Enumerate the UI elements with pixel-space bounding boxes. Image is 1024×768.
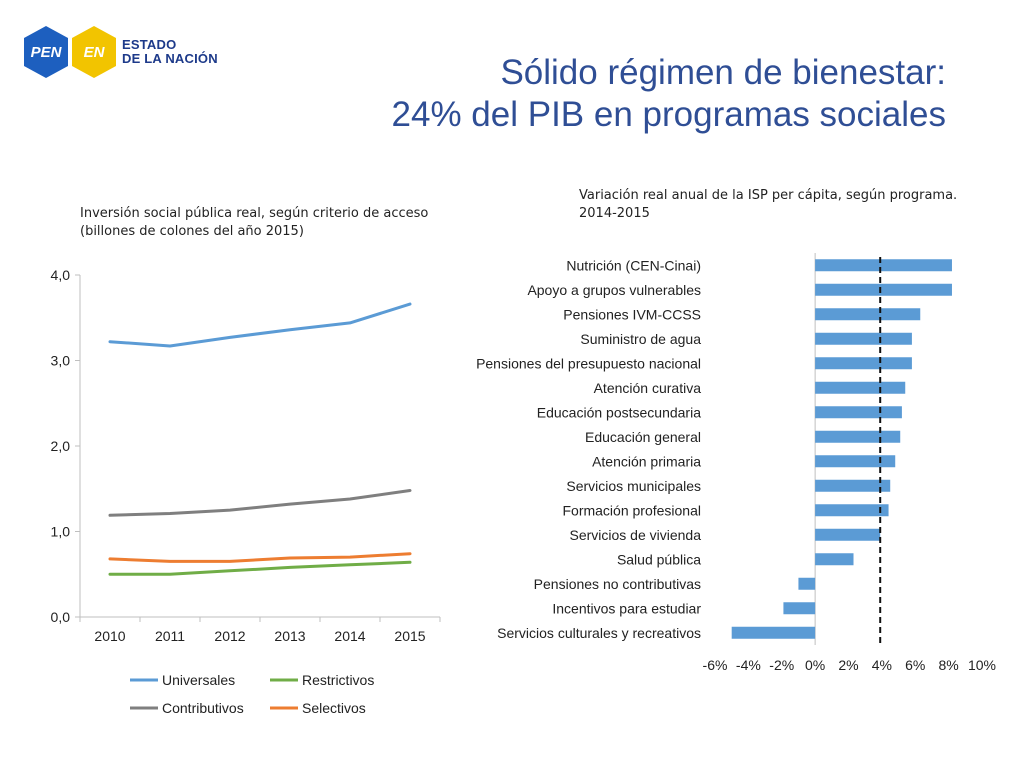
- x-tick-label: 2010: [94, 628, 125, 644]
- category-label: Educación postsecundaria: [537, 404, 701, 420]
- right-chart-subtitle-line2: 2014-2015: [579, 206, 650, 221]
- bar: [815, 283, 952, 296]
- page-title: Sólido régimen de bienestar: 24% del PIB…: [392, 52, 946, 136]
- right-chart-subtitle: Variación real anual de la ISP per cápit…: [579, 187, 957, 223]
- left-chart-subtitle-line2: (billones de colones del año 2015): [80, 224, 304, 239]
- en-badge-icon: [72, 26, 116, 78]
- category-label: Educación general: [585, 429, 701, 445]
- category-label: Pensiones IVM-CCSS: [563, 306, 701, 322]
- category-label: Nutrición (CEN-Cinai): [566, 257, 701, 273]
- series-line-contributivos: [108, 489, 412, 517]
- series-line-restrictivos: [108, 560, 412, 576]
- category-label: Formación profesional: [562, 502, 701, 518]
- logo: PEN EN ESTADO DE LA NACIÓN: [22, 24, 232, 80]
- y-tick-label: 2,0: [51, 438, 71, 454]
- logo-text-line2: DE LA NACIÓN: [122, 51, 218, 66]
- bar-chart-svg: Nutrición (CEN-Cinai) Apoyo a grupos vuln…: [476, 253, 996, 673]
- series-line-universales: [108, 302, 412, 348]
- x-tick-label: -4%: [736, 657, 761, 673]
- x-tick-label: 2%: [838, 657, 858, 673]
- category-label: Servicios culturales y recreativos: [497, 625, 701, 641]
- category-label: Pensiones del presupuesto nacional: [476, 355, 701, 371]
- en-badge-text: EN: [84, 44, 106, 61]
- y-tick-label: 1,0: [51, 524, 71, 540]
- category-label: Servicios municipales: [566, 478, 701, 494]
- x-tick-label: -6%: [703, 657, 728, 673]
- category-label: Pensiones no contributivas: [534, 576, 701, 592]
- bar: [815, 357, 912, 370]
- bar: [798, 577, 816, 590]
- left-chart-subtitle: Inversión social pública real, según cri…: [80, 205, 428, 241]
- y-tick-label: 4,0: [51, 267, 71, 283]
- bar: [783, 602, 816, 615]
- legend-label: Restrictivos: [302, 672, 374, 688]
- bar: [815, 504, 889, 517]
- y-tick-label: 0,0: [51, 609, 71, 625]
- bar: [815, 259, 952, 272]
- x-tick-label: 0%: [805, 657, 825, 673]
- legend-label: Contributivos: [162, 700, 244, 716]
- left-chart-subtitle-line1: Inversión social pública real, según cri…: [80, 206, 429, 221]
- category-label: Incentivos para estudiar: [552, 600, 701, 616]
- bar: [815, 455, 896, 468]
- category-label: Servicios de vivienda: [569, 527, 701, 543]
- category-label: Atención curativa: [594, 380, 702, 396]
- bar: [815, 332, 912, 345]
- x-tick-label: 4%: [872, 657, 892, 673]
- category-label: Salud pública: [617, 551, 701, 567]
- bar-chart: Nutrición (CEN-Cinai) Apoyo a grupos vuln…: [440, 245, 1020, 685]
- category-label: Apoyo a grupos vulnerables: [527, 282, 701, 298]
- pen-badge-icon: [24, 26, 68, 78]
- bar: [815, 479, 891, 492]
- x-tick-label: 2014: [334, 628, 365, 644]
- logo-badges-icon: PEN EN: [24, 26, 116, 78]
- x-tick-label: 6%: [905, 657, 925, 673]
- bar: [731, 626, 816, 639]
- x-tick-label: 2015: [394, 628, 425, 644]
- x-tick-label: 10%: [968, 657, 996, 673]
- bar: [815, 430, 901, 443]
- bar: [815, 406, 902, 419]
- x-tick-label: 8%: [939, 657, 959, 673]
- legend-label: Selectivos: [302, 700, 366, 716]
- x-tick-label: 2013: [274, 628, 305, 644]
- series-line-selectivos: [108, 552, 412, 563]
- bar: [815, 553, 854, 566]
- pen-badge-text: PEN: [31, 44, 63, 61]
- right-chart-subtitle-line1: Variación real anual de la ISP per cápit…: [579, 188, 958, 203]
- bar: [815, 528, 881, 541]
- x-tick-label: 2011: [155, 628, 185, 644]
- x-tick-label: 2012: [214, 628, 245, 644]
- legend-label: Universales: [162, 672, 235, 688]
- bar: [815, 381, 906, 394]
- line-chart: 0,0 1,0 2,0 3,0 4,0 2010 2011 2012 2013 2014 2015 U…: [0, 250, 470, 730]
- page-title-line2: 24% del PIB en programas sociales: [391, 95, 946, 134]
- category-label: Atención primaria: [592, 453, 701, 469]
- x-tick-label: -2%: [769, 657, 794, 673]
- line-chart-svg: 0,0 1,0 2,0 3,0 4,0 2010 2011 2012 2013 2014 2015 U…: [51, 267, 441, 716]
- category-label: Suministro de agua: [580, 331, 701, 347]
- logo-text-line1: ESTADO: [122, 37, 177, 52]
- y-tick-label: 3,0: [51, 353, 71, 369]
- page-title-line1: Sólido régimen de bienestar:: [500, 53, 946, 92]
- bar: [815, 308, 921, 321]
